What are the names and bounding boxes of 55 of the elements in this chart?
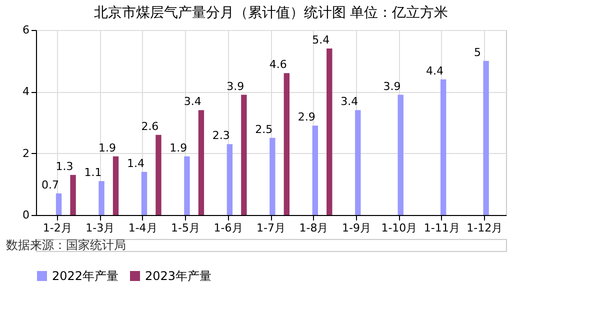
x-tick-label: 1-2月 [42,222,72,234]
bar [184,156,190,215]
x-tick-label: 1-3月 [86,222,115,234]
x-tick-label: 1-11月 [424,222,460,234]
bar [112,156,119,215]
x-tick-label: 1-5月 [171,222,200,234]
bar [70,174,76,215]
bar [98,181,104,215]
data-label: 3.4 [184,95,202,108]
data-label: 5.4 [312,34,330,46]
y-tick-label: 6 [22,24,30,36]
source-note: 数据来源：国家统计局 [6,238,126,252]
data-label: 1.9 [98,141,116,154]
y-tick-label: 4 [22,85,30,98]
y-tick-label: 2 [22,146,30,160]
data-label: 2.9 [298,110,316,124]
bar [156,134,162,215]
data-label: 1.4 [126,156,144,170]
bar [284,73,290,215]
bar [312,126,318,215]
data-label: 5 [474,46,482,59]
data-label: 4.6 [269,58,287,72]
bar [326,48,332,215]
bar [56,193,62,215]
bar [241,94,247,215]
data-label: 4.4 [426,64,444,78]
bar [141,172,148,215]
bar [270,138,276,215]
data-label: 1.3 [56,160,74,173]
data-label: 1.9 [170,141,188,154]
data-label: 1.1 [84,166,102,180]
data-label: 2.3 [212,129,230,142]
x-tick-label: 1-6月 [214,222,243,234]
chart-title: 北京市煤层气产量分月（累计值）统计图 单位：亿立方米 [94,5,448,21]
bar [198,110,204,215]
data-label: 3.9 [383,80,401,93]
y-tick-label: 0 [22,208,30,222]
x-tick-label: 1-12月 [466,222,503,234]
bar [440,79,446,215]
data-label: 0.7 [41,178,59,192]
data-label: 3.4 [340,95,358,108]
legend-label: 2022年产量 [52,269,119,283]
x-tick-label: 1-9月 [342,222,371,234]
legend-label: 2023年产量 [145,269,212,283]
bar [355,110,361,215]
data-label: 2.6 [141,120,159,133]
x-tick-label: 1-10月 [381,222,418,234]
bar [226,144,233,215]
x-tick-label: 1-8月 [299,222,328,234]
data-label: 3.9 [226,80,244,93]
data-label: 2.5 [255,122,273,136]
bar [398,94,404,215]
x-tick-label: 1-7月 [256,222,286,234]
x-tick-label: 1-4月 [128,222,158,234]
bar [483,60,489,215]
